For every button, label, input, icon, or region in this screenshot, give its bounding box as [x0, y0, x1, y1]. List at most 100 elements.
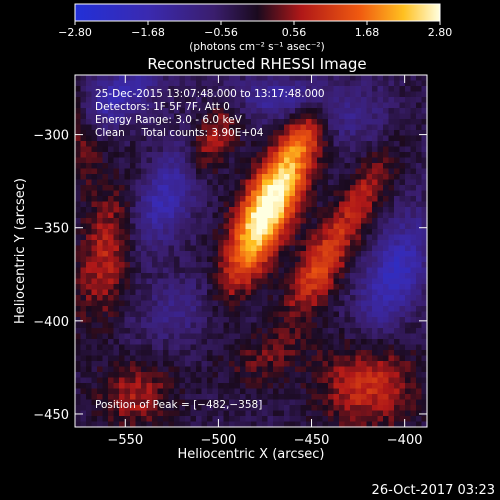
heatmap-cell	[399, 234, 406, 241]
heatmap-cell	[168, 108, 175, 115]
heatmap-cell	[102, 421, 109, 428]
heatmap-cell	[344, 355, 351, 362]
heatmap-cell	[212, 306, 219, 313]
heatmap-cell	[251, 328, 258, 335]
heatmap-cell	[179, 317, 186, 324]
heatmap-cell	[256, 245, 263, 252]
heatmap-cell	[218, 163, 225, 170]
heatmap-cell	[306, 223, 313, 230]
heatmap-cell	[350, 256, 357, 263]
heatmap-cell	[333, 119, 340, 126]
heatmap-cell	[267, 295, 274, 302]
heatmap-cell	[295, 86, 302, 93]
heatmap-cell	[256, 300, 263, 307]
heatmap-cell	[174, 405, 181, 412]
heatmap-cell	[196, 394, 203, 401]
heatmap-cell	[361, 394, 368, 401]
heatmap-cell	[179, 421, 186, 428]
heatmap-cell	[366, 317, 373, 324]
heatmap-cell	[262, 108, 269, 115]
heatmap-cell	[311, 80, 318, 87]
heatmap-cell	[201, 163, 208, 170]
heatmap-cell	[97, 240, 104, 247]
heatmap-cell	[113, 317, 120, 324]
heatmap-cell	[333, 278, 340, 285]
heatmap-cell	[119, 124, 126, 131]
heatmap-cell	[295, 201, 302, 208]
heatmap-cell	[207, 405, 214, 412]
heatmap-cell	[141, 399, 148, 406]
heatmap-cell	[75, 289, 82, 296]
heatmap-cell	[284, 317, 291, 324]
heatmap-cell	[212, 135, 219, 142]
heatmap-cell	[284, 86, 291, 93]
heatmap-cell	[218, 256, 225, 263]
heatmap-cell	[366, 372, 373, 379]
heatmap-cell	[344, 130, 351, 137]
heatmap-cell	[372, 383, 379, 390]
heatmap-cell	[372, 196, 379, 203]
heatmap-cell	[350, 267, 357, 274]
heatmap-cell	[135, 185, 142, 192]
heatmap-cell	[273, 97, 280, 104]
heatmap-cell	[317, 108, 324, 115]
heatmap-cell	[344, 416, 351, 423]
heatmap-cell	[344, 124, 351, 131]
heatmap-cell	[366, 344, 373, 351]
heatmap-cell	[157, 289, 164, 296]
heatmap-cell	[174, 388, 181, 395]
heatmap-cell	[295, 174, 302, 181]
heatmap-cell	[207, 130, 214, 137]
heatmap-cell	[372, 141, 379, 148]
heatmap-cell	[333, 124, 340, 131]
heatmap-cell	[157, 212, 164, 219]
heatmap-cell	[322, 91, 329, 98]
heatmap-cell	[152, 86, 159, 93]
heatmap-cell	[322, 234, 329, 241]
heatmap-cell	[130, 80, 137, 87]
heatmap-cell	[262, 245, 269, 252]
heatmap-cell	[80, 284, 87, 291]
heatmap-cell	[91, 196, 98, 203]
heatmap-cell	[366, 75, 373, 82]
heatmap-cell	[251, 300, 258, 307]
heatmap-cell	[212, 108, 219, 115]
heatmap-cell	[333, 223, 340, 230]
heatmap-cell	[124, 344, 131, 351]
heatmap-cell	[119, 163, 126, 170]
heatmap-cell	[322, 124, 329, 131]
heatmap-cell	[240, 350, 247, 357]
heatmap-cell	[421, 278, 428, 285]
heatmap-cell	[273, 322, 280, 329]
heatmap-cell	[119, 218, 126, 225]
heatmap-cell	[339, 372, 346, 379]
heatmap-cell	[333, 174, 340, 181]
heatmap-cell	[267, 190, 274, 197]
heatmap-cell	[207, 300, 214, 307]
heatmap-cell	[355, 141, 362, 148]
heatmap-cell	[119, 399, 126, 406]
heatmap-cell	[416, 190, 423, 197]
heatmap-cell	[317, 317, 324, 324]
heatmap-cell	[333, 289, 340, 296]
heatmap-cell	[75, 108, 82, 115]
heatmap-cell	[295, 240, 302, 247]
heatmap-cell	[306, 174, 313, 181]
heatmap-cell	[267, 223, 274, 230]
heatmap-cell	[245, 355, 252, 362]
heatmap-cell	[355, 377, 362, 384]
heatmap-cell	[102, 108, 109, 115]
heatmap-cell	[80, 416, 87, 423]
heatmap-cell	[86, 399, 93, 406]
heatmap-cell	[218, 190, 225, 197]
heatmap-cell	[306, 355, 313, 362]
heatmap-cell	[394, 361, 401, 368]
heatmap-cell	[344, 306, 351, 313]
heatmap-cell	[146, 394, 153, 401]
heatmap-cell	[119, 333, 126, 340]
heatmap-cell	[295, 350, 302, 357]
heatmap-cell	[108, 273, 115, 280]
heatmap-cell	[201, 141, 208, 148]
heatmap-cell	[185, 168, 192, 175]
heatmap-cell	[97, 86, 104, 93]
